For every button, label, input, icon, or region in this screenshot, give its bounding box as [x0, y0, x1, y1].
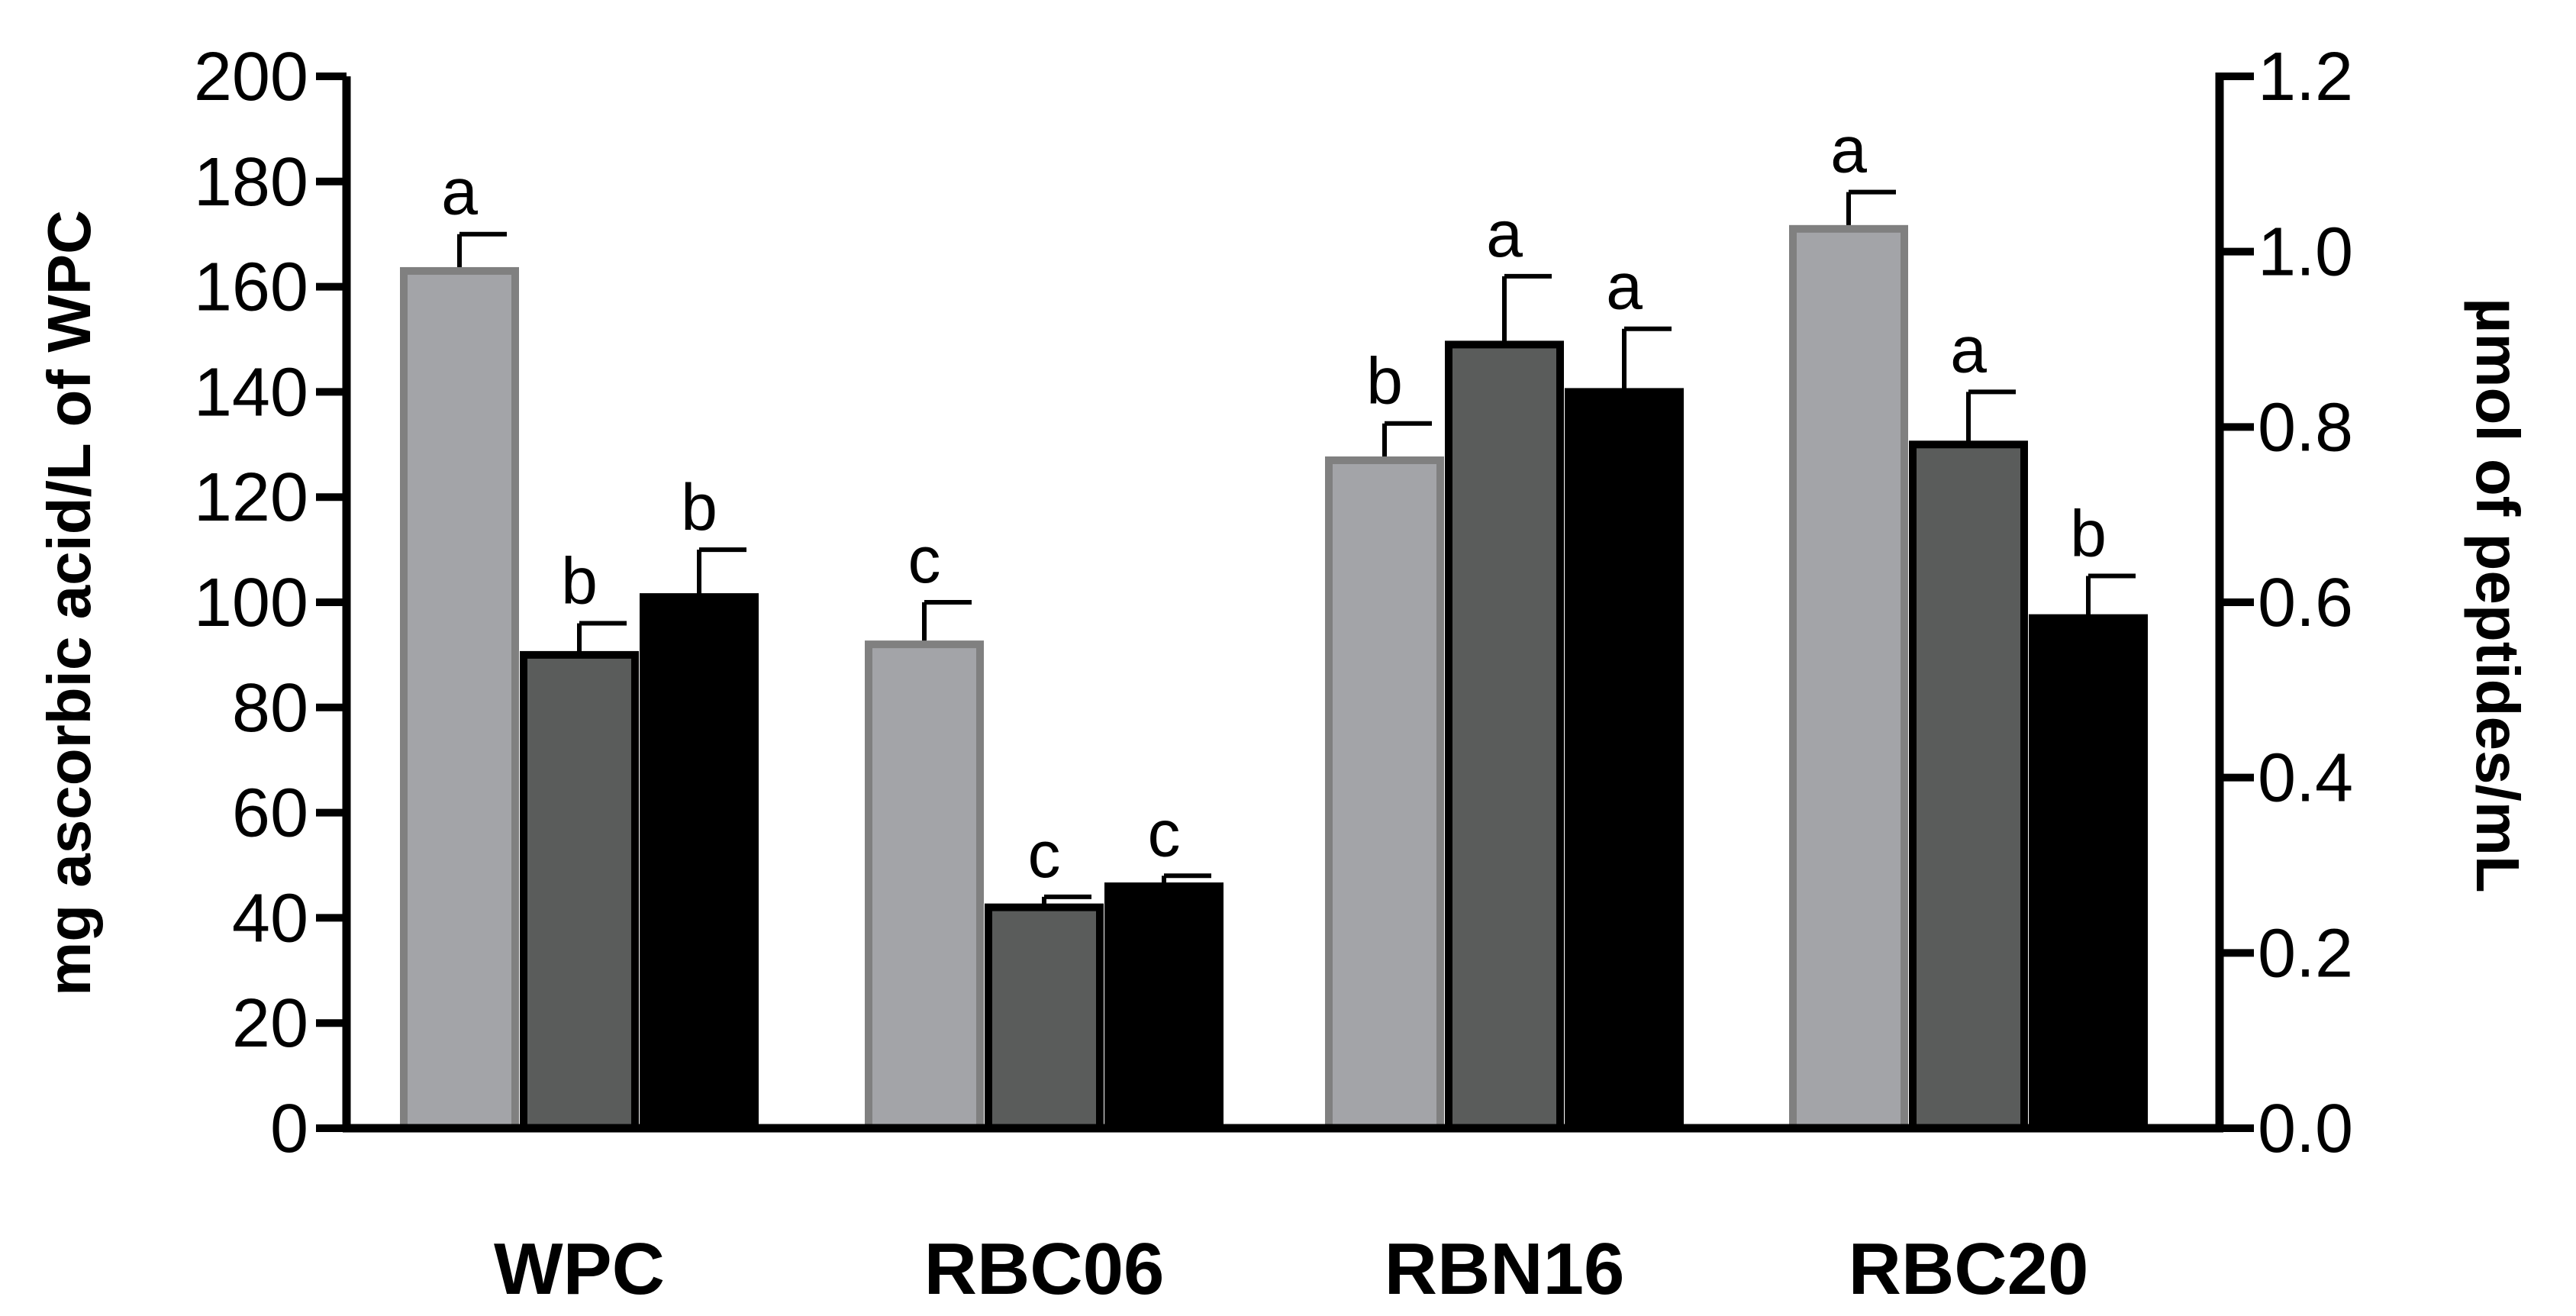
significance-letter: b — [2070, 498, 2107, 571]
category-label: RBC06 — [924, 1228, 1165, 1310]
right-tick-label: 0.8 — [2258, 389, 2353, 466]
right-y-axis: 0.0 0.2 0.4 0.6 0.8 1.0 1.2 — [2215, 39, 2353, 1167]
left-tick-label: 200 — [194, 39, 308, 115]
significance-letter: a — [1830, 114, 1867, 187]
left-tick-label: 140 — [194, 354, 308, 431]
right-tick-label: 0.2 — [2258, 915, 2353, 992]
significance-letter: a — [1950, 313, 1987, 386]
bar-group: a b b c c c b a a a a b — [400, 114, 2148, 1133]
bar — [985, 903, 1104, 1132]
bar — [2029, 614, 2148, 1132]
significance-letter: c — [1028, 818, 1061, 892]
left-tick-label: 160 — [194, 250, 308, 326]
bar — [520, 650, 639, 1132]
significance-letter: a — [441, 156, 478, 229]
right-tick-label: 1.0 — [2258, 214, 2353, 291]
left-tick-label: 40 — [232, 880, 308, 956]
significance-letter: c — [908, 524, 941, 597]
right-axis-title: µmol of peptides/mL — [2464, 298, 2532, 892]
category-label: WPC — [494, 1228, 665, 1310]
significance-letter: b — [561, 545, 598, 618]
bar — [1445, 340, 1564, 1132]
left-y-axis: 0 20 40 60 80 100 120 140 160 180 200 — [194, 39, 351, 1167]
right-tick-label: 0.4 — [2258, 740, 2353, 817]
bar — [640, 593, 759, 1132]
category-label: RBN16 — [1385, 1228, 1625, 1310]
significance-letter: b — [1366, 345, 1403, 418]
significance-letter: a — [1606, 250, 1643, 324]
significance-letter: a — [1486, 198, 1523, 271]
bar — [1565, 388, 1684, 1132]
bar — [1909, 440, 2028, 1132]
left-tick-label: 80 — [232, 670, 308, 747]
right-tick-label: 1.2 — [2258, 39, 2353, 115]
bar — [865, 640, 984, 1132]
bar — [1104, 882, 1224, 1133]
left-tick-label: 20 — [232, 985, 308, 1062]
left-tick-label: 100 — [194, 565, 308, 641]
left-tick-label: 60 — [232, 776, 308, 852]
significance-letter: b — [681, 471, 717, 544]
category-labels: WPC RBC06 RBN16 RBC20 — [494, 1228, 2088, 1310]
left-tick-label: 0 — [270, 1091, 308, 1167]
right-tick-label: 0.6 — [2258, 565, 2353, 641]
left-tick-label: 180 — [194, 144, 308, 221]
significance-letter: c — [1148, 797, 1181, 870]
category-label: RBC20 — [1849, 1228, 2089, 1310]
bar — [1325, 456, 1444, 1132]
left-tick-label: 120 — [194, 460, 308, 536]
bar — [400, 266, 519, 1132]
right-tick-label: 0.0 — [2258, 1091, 2353, 1167]
bar — [1789, 224, 1908, 1132]
left-axis-title: mg ascorbic acid/L of WPC — [35, 210, 103, 996]
